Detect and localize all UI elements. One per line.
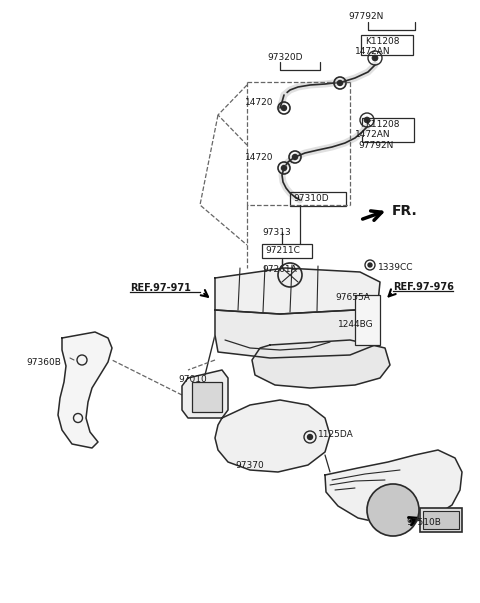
Text: 97792N: 97792N xyxy=(348,12,384,21)
Text: K11208: K11208 xyxy=(365,120,399,129)
Text: 97792N: 97792N xyxy=(358,141,394,150)
Text: 97320D: 97320D xyxy=(267,53,302,62)
Polygon shape xyxy=(58,332,112,448)
Text: 97211C: 97211C xyxy=(265,246,300,255)
Text: FR.: FR. xyxy=(392,204,418,218)
Text: 1125DA: 1125DA xyxy=(318,430,354,439)
Text: 97510B: 97510B xyxy=(406,518,441,527)
Circle shape xyxy=(281,165,287,171)
Text: K11208: K11208 xyxy=(365,37,399,46)
Polygon shape xyxy=(215,268,380,314)
Text: 97360B: 97360B xyxy=(26,358,61,367)
Bar xyxy=(356,305,370,329)
Circle shape xyxy=(364,117,370,123)
Polygon shape xyxy=(215,310,378,358)
Text: 97370: 97370 xyxy=(235,461,264,470)
Text: 97655A: 97655A xyxy=(335,293,370,302)
Bar xyxy=(355,295,380,345)
Circle shape xyxy=(372,55,378,61)
Bar xyxy=(423,511,459,529)
Circle shape xyxy=(337,80,343,86)
Bar xyxy=(420,508,462,532)
Circle shape xyxy=(367,484,419,536)
Text: REF.97-971: REF.97-971 xyxy=(130,283,191,293)
Polygon shape xyxy=(325,450,462,524)
Circle shape xyxy=(281,106,287,110)
Text: 1472AN: 1472AN xyxy=(355,47,391,56)
Text: 97261A: 97261A xyxy=(262,265,297,274)
Text: 97313: 97313 xyxy=(262,228,291,237)
Polygon shape xyxy=(182,370,228,418)
Text: 14720: 14720 xyxy=(245,98,274,107)
Bar xyxy=(362,118,414,142)
Bar xyxy=(290,192,346,206)
Bar xyxy=(192,382,222,412)
Bar xyxy=(353,302,373,332)
Polygon shape xyxy=(252,340,390,388)
Circle shape xyxy=(368,263,372,267)
Circle shape xyxy=(292,154,298,160)
Bar xyxy=(262,244,312,258)
Circle shape xyxy=(308,435,312,440)
Text: 14720: 14720 xyxy=(245,153,274,162)
Text: 1244BG: 1244BG xyxy=(338,320,373,329)
Text: 97010: 97010 xyxy=(178,375,207,384)
Text: 1472AN: 1472AN xyxy=(355,130,391,139)
Text: REF.97-976: REF.97-976 xyxy=(393,282,454,292)
Bar xyxy=(361,35,413,55)
Text: 97310D: 97310D xyxy=(293,194,329,203)
Text: 1339CC: 1339CC xyxy=(378,263,413,272)
Polygon shape xyxy=(215,400,330,472)
